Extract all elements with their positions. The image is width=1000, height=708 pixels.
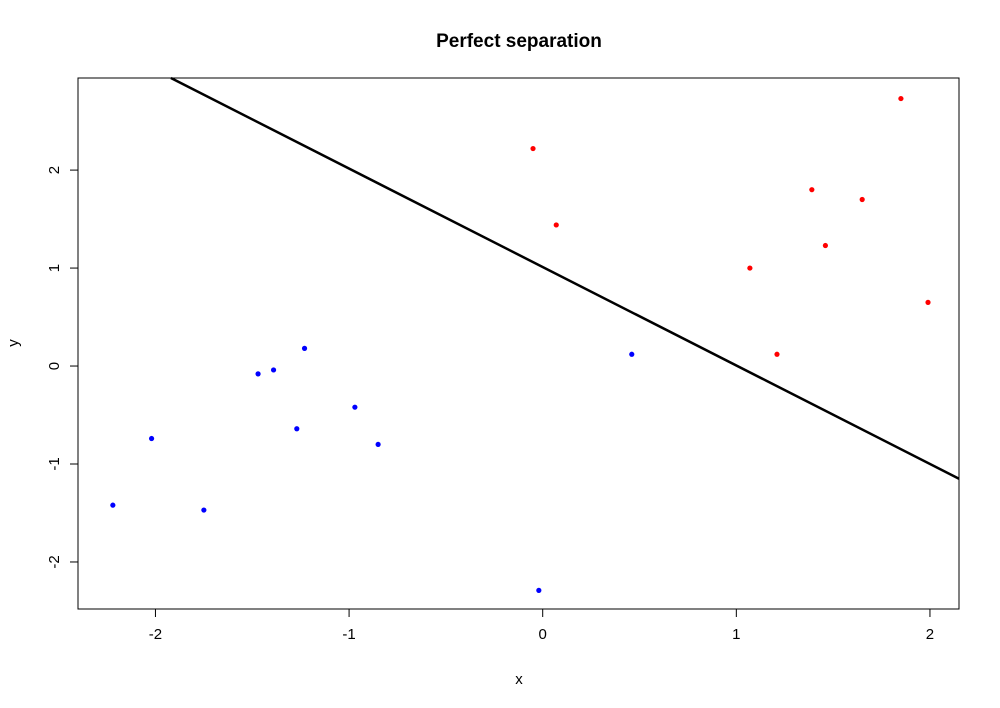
blue-data-point <box>629 351 635 357</box>
y-tick-label: 0 <box>46 362 63 370</box>
blue-data-point <box>270 367 277 373</box>
y-tick-label: -2 <box>46 555 63 568</box>
blue-data-point <box>352 404 358 410</box>
y-tick-label: 1 <box>46 264 63 272</box>
blue-data-point <box>294 426 300 432</box>
red-data-point <box>553 222 559 228</box>
red-data-point <box>530 145 536 152</box>
blue-data-point <box>148 435 155 442</box>
y-axis-label: y <box>5 339 22 347</box>
red-data-point <box>925 299 931 305</box>
blue-data-point <box>255 371 261 377</box>
x-tick-label: -1 <box>342 626 355 643</box>
x-tick-label: 2 <box>926 626 934 643</box>
red-data-point <box>809 187 815 193</box>
red-data-point <box>822 242 828 249</box>
blue-data-point <box>536 587 542 593</box>
plot-frame <box>77 77 960 610</box>
x-tick-label: 0 <box>539 626 547 643</box>
separating-line-layer <box>170 76 960 480</box>
red-data-point <box>774 351 780 357</box>
x-tick-label: -2 <box>149 626 162 643</box>
chart-title: Perfect separation <box>436 31 602 52</box>
separating-line <box>170 76 960 480</box>
y-tick-label: 2 <box>46 166 63 174</box>
data-points-layer <box>110 95 931 593</box>
red-data-point <box>747 265 753 271</box>
red-data-point <box>859 196 865 203</box>
blue-data-point <box>110 502 116 508</box>
y-tick-label: -1 <box>46 457 63 470</box>
red-data-point <box>898 95 904 102</box>
x-axis-label: x <box>515 671 523 688</box>
blue-data-point <box>201 507 207 513</box>
x-axis: -2 -1 0 1 2 <box>149 608 934 643</box>
y-axis: -2 -1 0 1 2 <box>46 166 79 569</box>
x-tick-label: 1 <box>732 626 740 643</box>
blue-data-point <box>375 441 381 448</box>
blue-data-point <box>301 345 308 351</box>
